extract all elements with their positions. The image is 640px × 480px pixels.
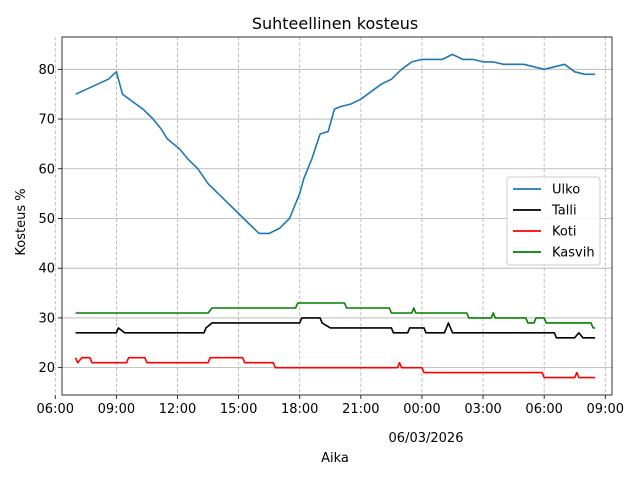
- x-axis-label: Aika: [321, 451, 349, 466]
- grid: [54, 37, 612, 395]
- y-tick-label: 30: [38, 311, 55, 326]
- y-axis-label: Kosteus %: [14, 188, 29, 255]
- x-tick-label: 12:00: [159, 402, 196, 417]
- y-tick-label: 20: [38, 361, 55, 376]
- legend-label-koti: Koti: [552, 225, 577, 240]
- x-tick-label: 06:00: [525, 402, 562, 417]
- x-tick-label: 18:00: [281, 402, 318, 417]
- y-tick-label: 60: [38, 162, 55, 177]
- series-line-kasvih: [75, 302, 596, 329]
- series-line-talli: [75, 317, 596, 339]
- series-lines: [74, 53, 596, 379]
- date-label: 06/03/2026: [389, 431, 464, 446]
- chart-title: Suhteellinen kosteus: [252, 14, 418, 33]
- y-tick-label: 80: [38, 63, 55, 78]
- series-line-koti: [74, 356, 596, 379]
- legend-label-kasvih: Kasvih: [552, 246, 595, 261]
- y-tick-label: 70: [38, 113, 55, 128]
- x-tick-label: 15:00: [220, 402, 257, 417]
- y-tick-label: 40: [38, 262, 55, 277]
- legend-label-talli: Talli: [551, 204, 577, 219]
- x-tick-label: 09:00: [587, 402, 624, 417]
- y-tick-label: 50: [38, 212, 55, 227]
- x-tick-label: 06:00: [37, 402, 74, 417]
- legend-box: [506, 176, 601, 266]
- x-tick-label: 09:00: [98, 402, 135, 417]
- x-tick-label: 21:00: [342, 402, 379, 417]
- x-tick-label: 00:00: [403, 402, 440, 417]
- axes: 20 30 40 50 60 70 80 06:00 09:00 12:00 15:00 18:00 2…: [37, 63, 624, 417]
- series-line-ulko: [75, 53, 596, 235]
- legend-label-ulko: Ulko: [552, 183, 580, 198]
- legend: Ulko Talli Koti Kasvih: [506, 176, 601, 266]
- plot-frame: [61, 36, 613, 396]
- x-tick-label: 03:00: [464, 402, 501, 417]
